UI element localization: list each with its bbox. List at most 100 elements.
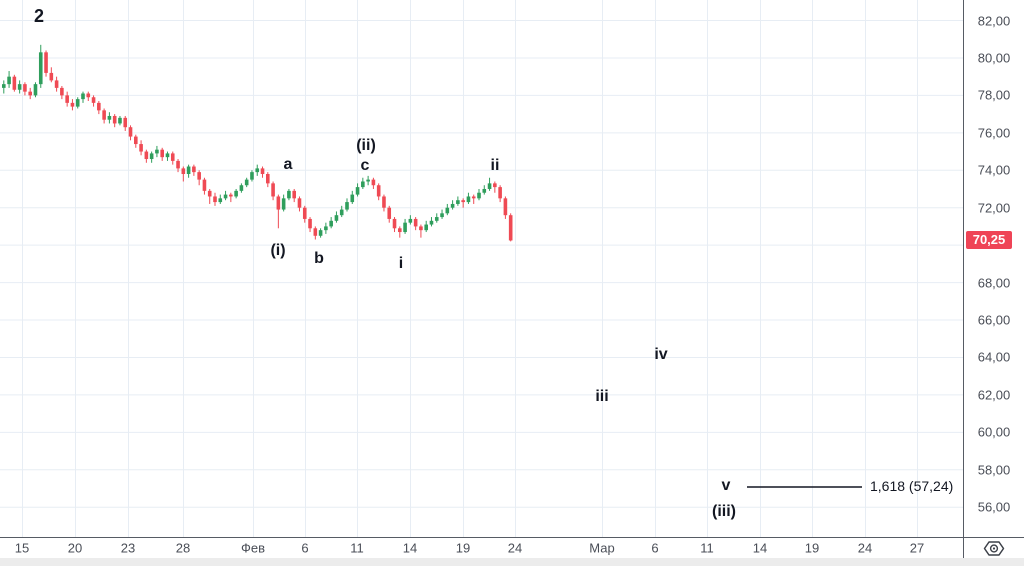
candle-body: [23, 84, 27, 92]
wave-label-pip[interactable]: (i): [270, 242, 286, 259]
price-tick-label: 60,00: [977, 424, 1011, 440]
candle-body: [440, 213, 444, 218]
time-tick-label: 14: [402, 540, 418, 556]
candle-body: [197, 172, 201, 180]
candle-body: [70, 102, 75, 107]
candle-body: [244, 179, 249, 186]
candle-body: [181, 168, 186, 175]
price-tick-label: 66,00: [977, 312, 1011, 328]
candle-body: [223, 194, 228, 199]
candle-body: [128, 127, 133, 137]
time-tick-label: 28: [175, 540, 191, 556]
price-tick-label: 72,00: [977, 200, 1011, 216]
time-tick-label: Фев: [240, 540, 266, 556]
time-tick-label: Мар: [589, 540, 615, 556]
candlestick-chart[interactable]: [0, 0, 963, 538]
candle-body: [266, 174, 270, 184]
candle-body: [170, 153, 175, 161]
candle-body: [123, 117, 128, 128]
candle-body: [281, 198, 286, 210]
candle-body: [202, 179, 207, 191]
wave-label-c[interactable]: c: [360, 157, 370, 174]
candle-body: [376, 185, 381, 197]
price-tick-label: 82,00: [977, 13, 1011, 28]
candle-body: [471, 196, 476, 199]
candle-body: [218, 198, 223, 203]
candle-body: [445, 207, 450, 214]
candle-body: [60, 87, 64, 96]
candle-body: [487, 183, 492, 189]
chart-plot-area[interactable]: 2 a (i) b (ii) c i ii iii iv v (iii) 1,618 (57,24): [0, 0, 963, 538]
candle-body: [461, 200, 465, 203]
candle-body: [2, 84, 6, 88]
wave-label-b[interactable]: b: [314, 250, 324, 267]
price-tick-label: 78,00: [977, 87, 1011, 103]
time-tick-label: 11: [350, 540, 364, 556]
candle-body: [86, 93, 91, 98]
candle-body: [318, 230, 323, 236]
price-tick-label: 56,00: [977, 499, 1011, 515]
wave-label-a[interactable]: a: [283, 156, 293, 173]
candle-body: [118, 117, 122, 124]
candle-body: [165, 153, 170, 158]
window-bottom-strip: [0, 558, 1024, 566]
candle-body: [28, 91, 32, 96]
price-axis[interactable]: 70,25 82,00 80,00 78,00 76,00 74,00 72,00 68,0…: [964, 0, 1024, 538]
price-tick-label: 76,00: [977, 125, 1011, 141]
candle-body: [255, 168, 260, 173]
axis-corner-button[interactable]: [964, 538, 1024, 558]
wave-label-piiip[interactable]: (iii): [712, 503, 736, 520]
eye-icon: [983, 540, 1005, 556]
candle-body: [134, 136, 138, 145]
fib-extension-label[interactable]: 1,618 (57,24): [870, 478, 954, 494]
candle-body: [276, 196, 281, 210]
candle-body: [33, 84, 38, 96]
wave-label-iv[interactable]: iv: [654, 346, 668, 363]
candle-body: [75, 99, 80, 107]
price-tick-label: 80,00: [977, 50, 1011, 66]
time-tick-label: 11: [700, 540, 714, 556]
candle-body: [102, 110, 106, 120]
candle-body: [7, 76, 11, 85]
wave-label-i[interactable]: i: [398, 255, 404, 272]
price-tick-label: 68,00: [977, 275, 1011, 291]
candle-body: [361, 181, 365, 188]
candle-body: [229, 194, 233, 197]
candle-body: [297, 198, 302, 208]
time-tick-label: 19: [804, 540, 820, 556]
candle-body: [91, 97, 96, 103]
time-tick-label: 6: [301, 540, 309, 556]
wave-label-ii[interactable]: ii: [490, 157, 500, 174]
time-tick-label: 19: [455, 540, 471, 556]
candle-body: [17, 84, 22, 90]
time-axis-separator: [0, 537, 1024, 538]
price-tick-label: 58,00: [977, 462, 1011, 478]
wave-label-iii[interactable]: iii: [595, 388, 609, 405]
wave-label-2[interactable]: 2: [33, 6, 45, 26]
candle-body: [450, 203, 455, 208]
candle-body: [308, 218, 312, 229]
candle-body: [97, 102, 101, 111]
candle-body: [313, 228, 318, 236]
candle-body: [49, 72, 54, 81]
candle-body: [371, 179, 376, 186]
wave-label-v[interactable]: v: [721, 477, 731, 494]
candle-body: [81, 93, 85, 100]
candle-body: [350, 194, 355, 203]
candle-body: [456, 200, 460, 204]
wave-label-piip[interactable]: (ii): [356, 137, 376, 154]
candle-body: [345, 202, 349, 210]
candle-body: [239, 185, 244, 191]
candle-body: [139, 144, 143, 152]
time-axis[interactable]: 15 20 23 28 Фев 6 11 14 19 24 Мар 6 11 14 19 24 27: [0, 538, 963, 558]
price-axis-separator: [963, 0, 964, 558]
candle-body: [271, 183, 275, 197]
price-tick-label: 64,00: [977, 349, 1011, 365]
candle-body: [12, 76, 17, 90]
candle-body: [302, 207, 307, 219]
candle-body: [54, 80, 59, 88]
candle-body: [155, 149, 159, 154]
candle-body: [498, 187, 502, 199]
candle-body: [503, 198, 508, 216]
